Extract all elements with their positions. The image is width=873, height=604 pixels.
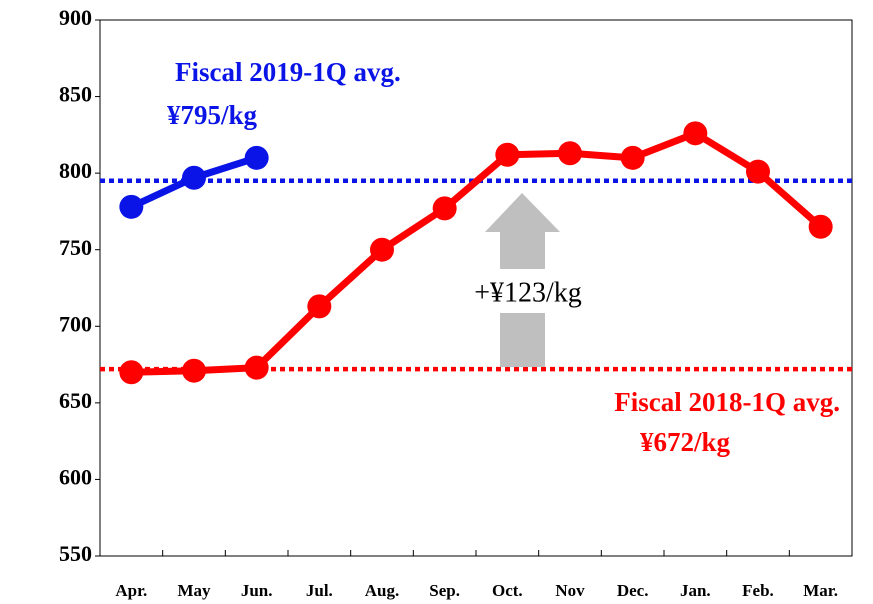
y-tick-label: 800 bbox=[59, 158, 92, 183]
point bbox=[119, 194, 144, 219]
y-tick-label: 550 bbox=[59, 541, 92, 566]
x-tick-label: May bbox=[177, 581, 211, 600]
point bbox=[182, 358, 206, 383]
y-tick-label: 700 bbox=[59, 311, 92, 336]
point bbox=[432, 196, 457, 221]
reference-label: Fiscal 2019-1Q avg. bbox=[175, 57, 401, 87]
point bbox=[683, 121, 708, 146]
x-tick-label: Apr. bbox=[115, 581, 147, 600]
point bbox=[119, 360, 144, 385]
point bbox=[244, 355, 269, 380]
point bbox=[620, 145, 645, 170]
y-tick-label: 900 bbox=[59, 5, 92, 30]
x-tick-label: Dec. bbox=[617, 581, 649, 600]
point bbox=[558, 141, 582, 166]
difference-arrow bbox=[485, 193, 560, 367]
y-tick-label: 600 bbox=[59, 464, 92, 489]
x-tick-label: Aug. bbox=[365, 581, 399, 600]
x-tick-label: Oct. bbox=[492, 581, 523, 600]
y-tick-label: 750 bbox=[59, 235, 92, 260]
point bbox=[307, 294, 332, 319]
series-line bbox=[131, 129, 823, 376]
x-tick-label: Jun. bbox=[241, 581, 273, 600]
x-tick-label: Nov bbox=[555, 581, 585, 600]
x-tick-label: Sep. bbox=[429, 581, 460, 600]
point bbox=[182, 165, 206, 190]
point bbox=[370, 237, 394, 262]
point bbox=[244, 145, 269, 170]
reference-value-label: ¥672/kg bbox=[640, 427, 731, 457]
y-tick-label: 650 bbox=[59, 388, 92, 413]
annotation: +¥123/kg bbox=[474, 277, 582, 308]
x-tick-label: Feb. bbox=[742, 581, 774, 600]
x-tick-label: Jul. bbox=[306, 581, 333, 600]
point bbox=[746, 159, 770, 184]
point bbox=[495, 142, 520, 167]
point bbox=[808, 214, 833, 239]
x-tick-label: Jan. bbox=[680, 581, 711, 600]
reference-value-label: ¥795/kg bbox=[167, 100, 258, 130]
x-tick-label: Mar. bbox=[803, 581, 838, 600]
reference-label: Fiscal 2018-1Q avg. bbox=[614, 387, 840, 417]
y-tick-label: 850 bbox=[59, 82, 92, 107]
